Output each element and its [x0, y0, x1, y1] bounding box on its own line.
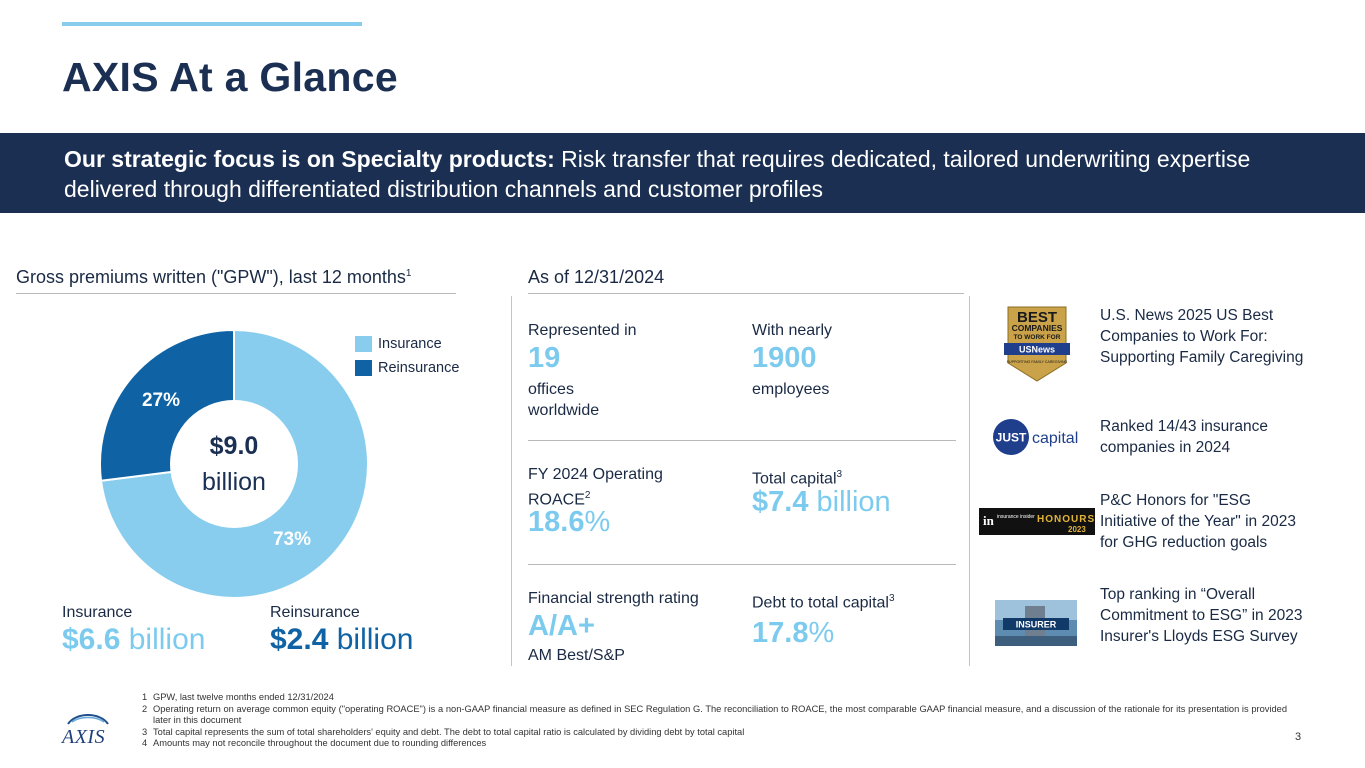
insurer-lloyds-survey-image: INSURER	[995, 600, 1077, 646]
footnote-text: GPW, last twelve months ended 12/31/2024	[153, 692, 334, 702]
footnote-text: Total capital represents the sum of tota…	[153, 726, 745, 737]
debt-label-text: Debt to total capital	[752, 594, 889, 612]
insurer-word: INSURER	[1016, 620, 1057, 630]
kpi-divider-1	[528, 440, 956, 441]
donut-hole	[170, 400, 298, 528]
insider-small-text: insurance insider	[997, 514, 1035, 520]
debt-value: 17.8%	[752, 617, 834, 650]
reinsurance-amount-value: $2.4	[270, 623, 329, 656]
offices-label: Represented in	[528, 322, 637, 339]
gpw-donut-chart: 73% 27% $9.0 billion	[99, 328, 369, 599]
footnote-ref: 3	[836, 469, 843, 480]
reinsurance-slice-label: 27%	[142, 390, 180, 411]
footnote-num: 3	[142, 726, 148, 737]
asof-heading: As of 12/31/2024	[528, 267, 665, 287]
page-number: 3	[1295, 731, 1302, 743]
footnote-num: 4	[142, 738, 148, 749]
footnote-ref: 1	[405, 268, 412, 279]
rating-label: Financial strength rating	[528, 590, 699, 607]
capital-logo-word: capital	[1032, 430, 1078, 447]
strategy-banner-text: Our strategic focus is on Specialty prod…	[64, 144, 1324, 204]
donut-center-amount: $9.0	[210, 432, 259, 460]
asof-heading-rule	[528, 293, 964, 294]
reinsurance-amount-unit: billion	[328, 623, 414, 656]
gpw-heading-text: Gross premiums written ("GPW"), last 12 …	[16, 267, 406, 287]
insurance-amount: $6.6 billion	[62, 623, 205, 657]
badge-text-usnews: USNews	[1019, 345, 1055, 355]
insurance-amount-value: $6.6	[62, 623, 121, 656]
rating-value: A/A+	[528, 610, 595, 642]
page-title: AXIS At a Glance	[62, 54, 398, 100]
strategy-banner	[0, 133, 1365, 213]
award-insurer-text: Top ranking in “Overall Commitment to ES…	[1100, 586, 1303, 645]
footnote-ref: 3	[888, 593, 895, 604]
gpw-heading-rule	[16, 293, 456, 294]
gpw-heading: Gross premiums written ("GPW"), last 12 …	[16, 267, 411, 288]
badge-text-companies: COMPANIES	[1012, 323, 1063, 333]
badge-text-work: TO WORK FOR	[1014, 334, 1061, 341]
reinsurance-amount: $2.4 billion	[270, 623, 413, 657]
capital-label: Total capital3	[752, 464, 842, 489]
capital-value: $7.4 billion	[752, 486, 891, 519]
footnotes: 1 GPW, last twelve months ended 12/31/202…	[142, 692, 1287, 750]
banner-bold: Our strategic focus is on Specialty prod…	[64, 146, 555, 172]
kpi-divider-2	[528, 564, 956, 565]
roace-label-text: FY 2024 Operating ROACE	[528, 466, 663, 509]
just-capital-logo: JUST capital	[993, 419, 1078, 455]
roace-value: 18.6%	[528, 506, 610, 539]
svg-text:in: in	[983, 513, 995, 528]
insurance-amount-unit: billion	[120, 623, 206, 656]
debt-number: 17.8	[752, 617, 809, 649]
award-justcapital-text: Ranked 14/43 insurance companies in 2024	[1100, 418, 1269, 456]
footnote-text: Amounts may not reconcile throughout the…	[153, 738, 487, 749]
badge-text-caregiving: SUPPORTING FAMILY CAREGIVING	[1007, 360, 1068, 364]
footnote-text: Operating return on average common equit…	[153, 703, 1287, 726]
donut-center-unit: billion	[202, 468, 266, 496]
insurance-slice-label: 73%	[273, 529, 311, 550]
debt-label: Debt to total capital3	[752, 588, 895, 613]
roace-unit: %	[584, 506, 611, 538]
reinsurance-label: Reinsurance	[270, 604, 360, 621]
legend-swatch-reinsurance	[355, 360, 372, 376]
employees-value: 1900	[752, 342, 817, 374]
employees-sub: employees	[752, 381, 830, 398]
title-accent-line	[62, 22, 362, 26]
right-column-divider	[969, 296, 970, 666]
roace-label: FY 2024 Operating ROACE2	[528, 464, 698, 510]
banner-body: Risk transfer that requires dedicated, t…	[64, 146, 1251, 202]
roace-number: 18.6	[528, 506, 585, 538]
legend-label-reinsurance: Reinsurance	[378, 360, 460, 376]
honours-word: HONOURS	[1037, 514, 1095, 525]
axis-logo-mark	[67, 714, 109, 725]
legend-swatch-insurance	[355, 336, 372, 352]
axis-logo-text: AXIS	[62, 726, 106, 748]
legend-label-insurance: Insurance	[378, 336, 442, 352]
usnews-best-companies-badge: BEST COMPANIES TO WORK FOR USNews SUPPOR…	[1004, 306, 1070, 382]
footnote-1: 1 GPW, last twelve months ended 12/31/202…	[142, 692, 1287, 704]
footnote-3: 3 Total capital represents the sum of tot…	[142, 727, 1287, 739]
award-usnews-text: U.S. News 2025 US Best Companies to Work…	[1100, 307, 1304, 366]
footnote-num: 2	[142, 703, 148, 714]
footnote-4: 4 Amounts may not reconcile throughout th…	[142, 738, 1287, 750]
footnote-2: 2 Operating return on average common equi…	[142, 704, 1287, 727]
left-column-divider	[511, 296, 512, 666]
insurance-insider-honours-logo: in insurance insider HONOURS 2023	[979, 508, 1095, 535]
just-logo-word: JUST	[996, 431, 1027, 445]
award-honours-text: P&C Honors for "ESG Initiative of the Ye…	[1100, 492, 1296, 551]
employees-label: With nearly	[752, 322, 833, 339]
footnote-num: 1	[142, 692, 148, 702]
footnote-ref: 2	[584, 490, 591, 501]
insurance-label: Insurance	[62, 604, 133, 621]
rating-sub: AM Best/S&P	[528, 647, 625, 664]
debt-unit: %	[808, 617, 835, 649]
offices-sub: offices worldwide	[528, 381, 600, 419]
offices-value: 19	[528, 342, 561, 374]
capital-unit: billion	[808, 486, 891, 518]
honours-year: 2023	[1068, 525, 1086, 534]
axis-logo: AXIS	[62, 710, 114, 750]
capital-number: $7.4	[752, 486, 809, 518]
badge-text-best: BEST	[1017, 309, 1057, 326]
capital-label-text: Total capital	[752, 470, 837, 488]
